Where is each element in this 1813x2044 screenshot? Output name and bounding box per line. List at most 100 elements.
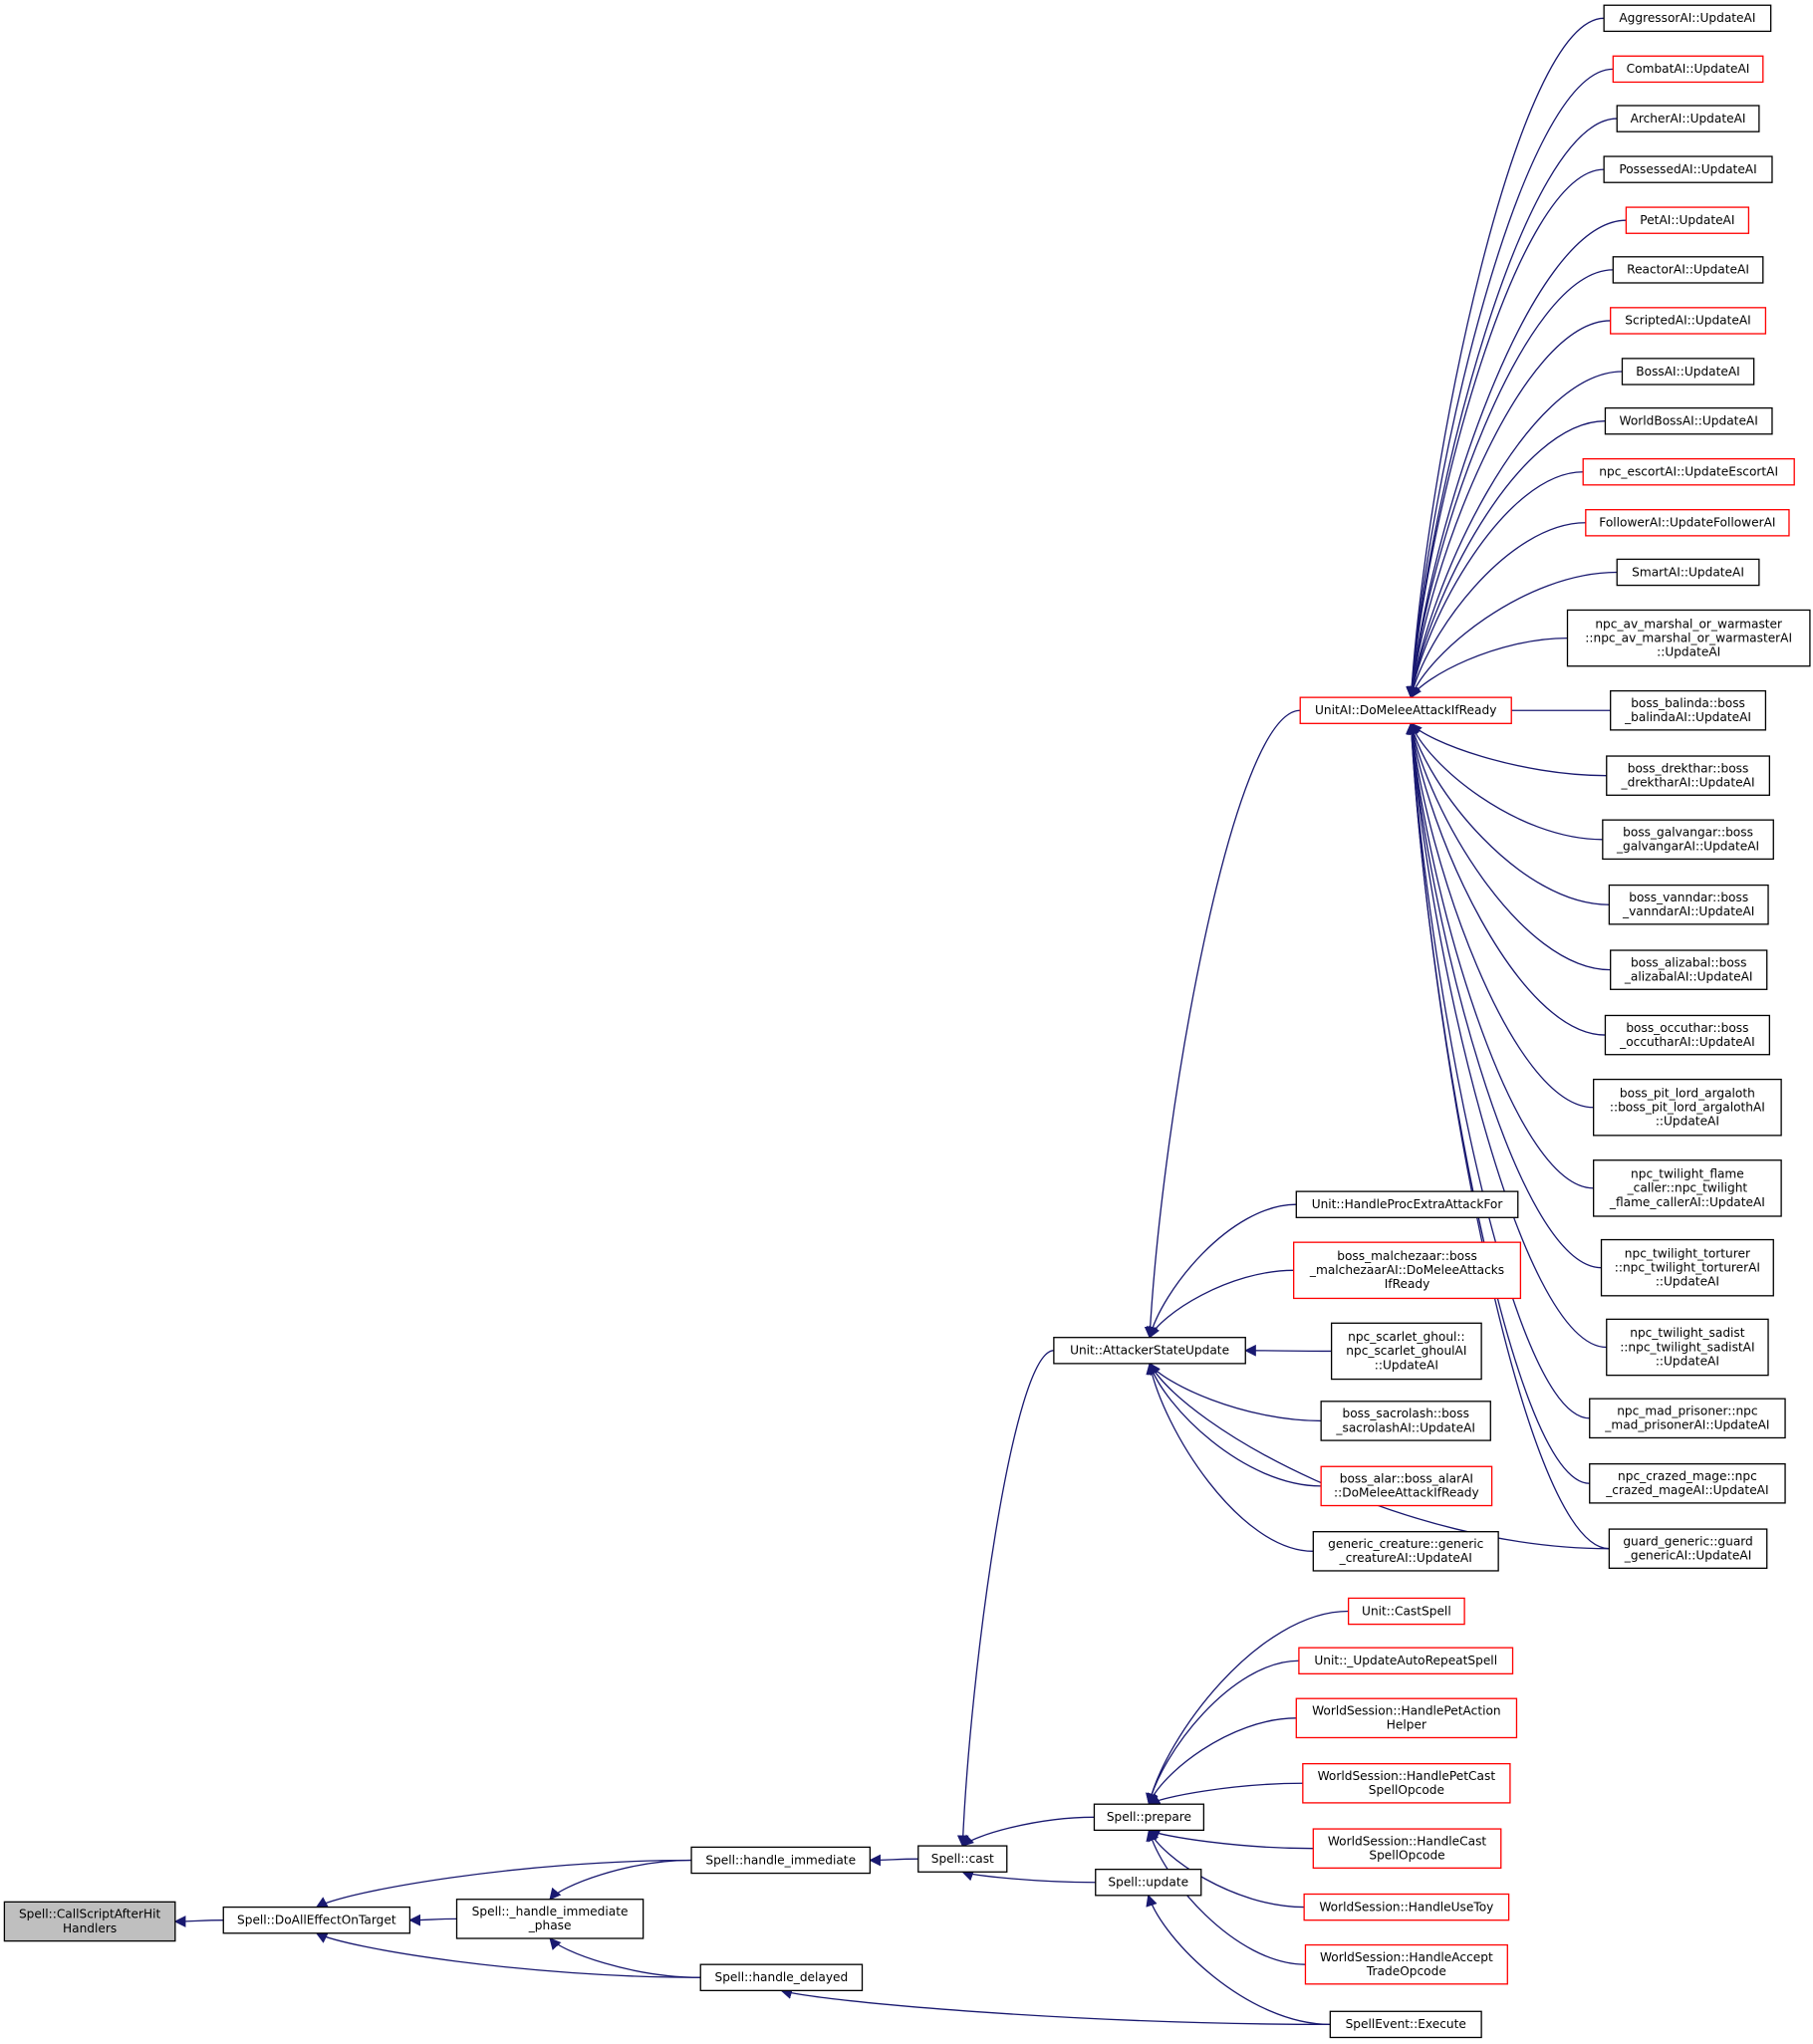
node-label: Unit::CastSpell	[1362, 1604, 1451, 1618]
node-genericcreature[interactable]: generic_creature::generic_creatureAI::Up…	[1312, 1531, 1499, 1572]
node-box	[1610, 689, 1767, 731]
node-box	[3, 1901, 176, 1942]
node-label: Unit::_UpdateAutoRepeatSpell	[1314, 1654, 1497, 1667]
edge-handleimmediate-to-immediatephase	[549, 1859, 692, 1901]
node-box	[1608, 1528, 1768, 1569]
node-usetoy[interactable]: WorldSession::HandleUseToy	[1303, 1893, 1510, 1921]
node-label: WorldBossAI::UpdateAI	[1620, 413, 1758, 427]
node-box	[1312, 1828, 1502, 1869]
node-label: generic_creature::generic	[1328, 1537, 1483, 1551]
node-label: Unit::HandleProcExtraAttackFor	[1312, 1197, 1503, 1211]
node-galvangar[interactable]: boss_galvangar::boss_galvangarAI::Update…	[1602, 819, 1774, 861]
node-box	[1610, 307, 1767, 335]
node-guard[interactable]: guard_generic::guard_genericAI::UpdateAI	[1608, 1528, 1768, 1569]
node-smart[interactable]: SmartAI::UpdateAI	[1616, 558, 1760, 587]
node-label: npc_twilight_flame	[1631, 1167, 1744, 1181]
node-aggressor[interactable]: AggressorAI::UpdateAI	[1603, 4, 1772, 33]
node-drekthar[interactable]: boss_drekthar::boss_drektharAI::UpdateAI	[1606, 755, 1770, 796]
node-castspell[interactable]: Unit::CastSpell	[1347, 1597, 1465, 1626]
edge-petaction-to-prepare	[1147, 1717, 1297, 1806]
node-label: UnitAI::DoMeleeAttackIfReady	[1315, 703, 1496, 717]
node-box	[1566, 609, 1811, 667]
node-box	[1612, 256, 1764, 284]
node-follower[interactable]: FollowerAI::UpdateFollowerAI	[1585, 509, 1790, 537]
node-sadist[interactable]: npc_twilight_sadist::npc_twilight_sadist…	[1606, 1318, 1769, 1377]
node-label: boss_alar::boss_alarAI	[1340, 1472, 1473, 1486]
node-label: _malchezaarAI::DoMeleeAttacks	[1309, 1263, 1504, 1277]
node-sacrolash[interactable]: boss_sacrolash::boss_sacrolashAI::Update…	[1320, 1401, 1491, 1441]
node-domelee[interactable]: UnitAI::DoMeleeAttackIfReady	[1299, 696, 1512, 724]
node-alizabal[interactable]: boss_alizabal::boss_alizabalAI::UpdateAI	[1610, 949, 1768, 990]
node-label: PossessedAI::UpdateAI	[1619, 162, 1756, 176]
node-box	[1610, 949, 1768, 990]
node-procextra[interactable]: Unit::HandleProcExtraAttackFor	[1295, 1190, 1519, 1218]
node-archer[interactable]: ArcherAI::UpdateAI	[1616, 105, 1760, 132]
node-crazedmage[interactable]: npc_crazed_mage::npc_crazed_mageAI::Upda…	[1589, 1462, 1786, 1504]
node-box	[1608, 884, 1769, 925]
node-flamecaller[interactable]: npc_twilight_flame_caller::npc_twilight_…	[1593, 1159, 1782, 1217]
node-combat[interactable]: CombatAI::UpdateAI	[1612, 55, 1764, 84]
node-handleimmediate[interactable]: Spell::handle_immediate	[690, 1846, 872, 1875]
node-box	[1293, 1241, 1522, 1300]
node-box	[1298, 1647, 1514, 1674]
node-box	[1621, 358, 1755, 385]
edge-castopcode-to-prepare	[1148, 1829, 1314, 1850]
node-balinda[interactable]: boss_balinda::boss_balindaAI::UpdateAI	[1610, 689, 1767, 731]
node-box	[1095, 1868, 1202, 1897]
node-label: boss_malchezaar::boss	[1337, 1249, 1477, 1263]
node-doalleffect[interactable]: Spell::DoAllEffectOnTarget	[222, 1906, 411, 1934]
node-immediatephase[interactable]: Spell::_handle_immediate_phase	[455, 1899, 645, 1939]
node-autorepeat[interactable]: Unit::_UpdateAutoRepeatSpell	[1298, 1647, 1514, 1674]
node-scripted[interactable]: ScriptedAI::UpdateAI	[1610, 307, 1767, 335]
node-label: boss_balinda::boss	[1631, 696, 1745, 710]
node-vanndar[interactable]: boss_vanndar::boss_vanndarAI::UpdateAI	[1608, 884, 1769, 925]
node-prepare[interactable]: Spell::prepare	[1093, 1803, 1205, 1832]
node-scarletghoul[interactable]: npc_scarlet_ghoul::npc_scarlet_ghoulAI::…	[1330, 1322, 1482, 1381]
node-pet[interactable]: PetAI::UpdateAI	[1625, 206, 1750, 234]
node-alar[interactable]: boss_alar::boss_alarAI::DoMeleeAttackIfR…	[1320, 1465, 1493, 1507]
edge-domelee-to-attacker	[1144, 709, 1301, 1339]
edge-handledelayed-to-doalleffect	[315, 1932, 701, 1978]
node-box	[1093, 1803, 1205, 1832]
node-box	[1304, 1943, 1508, 1985]
edge-doalleffect-to-callscript	[173, 1916, 224, 1927]
node-reactor[interactable]: ReactorAI::UpdateAI	[1612, 256, 1764, 284]
edge-sadist-to-domelee	[1406, 722, 1607, 1349]
node-box	[1295, 1190, 1519, 1218]
node-label: ::boss_pit_lord_argalothAI	[1610, 1101, 1765, 1115]
node-possessed[interactable]: PossessedAI::UpdateAI	[1603, 155, 1773, 183]
node-label: npc_av_marshal_or_warmaster	[1595, 617, 1782, 631]
node-attacker[interactable]: Unit::AttackerStateUpdate	[1053, 1337, 1246, 1365]
node-label: npc_mad_prisoner::npc	[1617, 1405, 1757, 1418]
node-boss[interactable]: BossAI::UpdateAI	[1621, 358, 1755, 385]
node-handledelayed[interactable]: Spell::handle_delayed	[699, 1963, 864, 1991]
node-cast[interactable]: Spell::cast	[917, 1845, 1008, 1873]
node-argaloth[interactable]: boss_pit_lord_argaloth::boss_pit_lord_ar…	[1593, 1078, 1782, 1137]
node-escort[interactable]: npc_escortAI::UpdateEscortAI	[1582, 457, 1795, 486]
node-label: npc_escortAI::UpdateEscortAI	[1599, 465, 1778, 479]
node-label: Spell::CallScriptAfterHit	[19, 1908, 161, 1921]
node-label: guard_generic::guard	[1623, 1534, 1752, 1548]
node-label: ::npc_twilight_torturerAI	[1615, 1260, 1760, 1274]
node-label: _phase	[528, 1918, 572, 1932]
node-occuthar[interactable]: boss_occuthar::boss_occutharAI::UpdateAI	[1604, 1014, 1770, 1056]
edge-worldboss-to-domelee	[1407, 420, 1606, 699]
node-label: FollowerAI::UpdateFollowerAI	[1599, 516, 1775, 530]
node-update[interactable]: Spell::update	[1095, 1868, 1202, 1897]
node-avmarshal[interactable]: npc_av_marshal_or_warmaster::npc_av_mars…	[1566, 609, 1811, 667]
node-worldboss[interactable]: WorldBossAI::UpdateAI	[1604, 406, 1773, 435]
node-label: WorldSession::HandleUseToy	[1319, 1900, 1493, 1914]
edge-attacker-to-cast	[956, 1350, 1054, 1848]
edge-flamecaller-to-domelee	[1406, 722, 1594, 1189]
node-torturer[interactable]: npc_twilight_torturer::npc_twilight_tort…	[1600, 1238, 1774, 1297]
node-box	[1053, 1337, 1246, 1365]
node-madprisoner[interactable]: npc_mad_prisoner::npc_mad_prisonerAI::Up…	[1589, 1398, 1786, 1439]
node-spellevent[interactable]: SpellEvent::Execute	[1329, 2010, 1482, 2039]
node-label: Unit::AttackerStateUpdate	[1070, 1344, 1229, 1358]
node-malchezaar[interactable]: boss_malchezaar::boss_malchezaarAI::DoMe…	[1293, 1241, 1522, 1300]
